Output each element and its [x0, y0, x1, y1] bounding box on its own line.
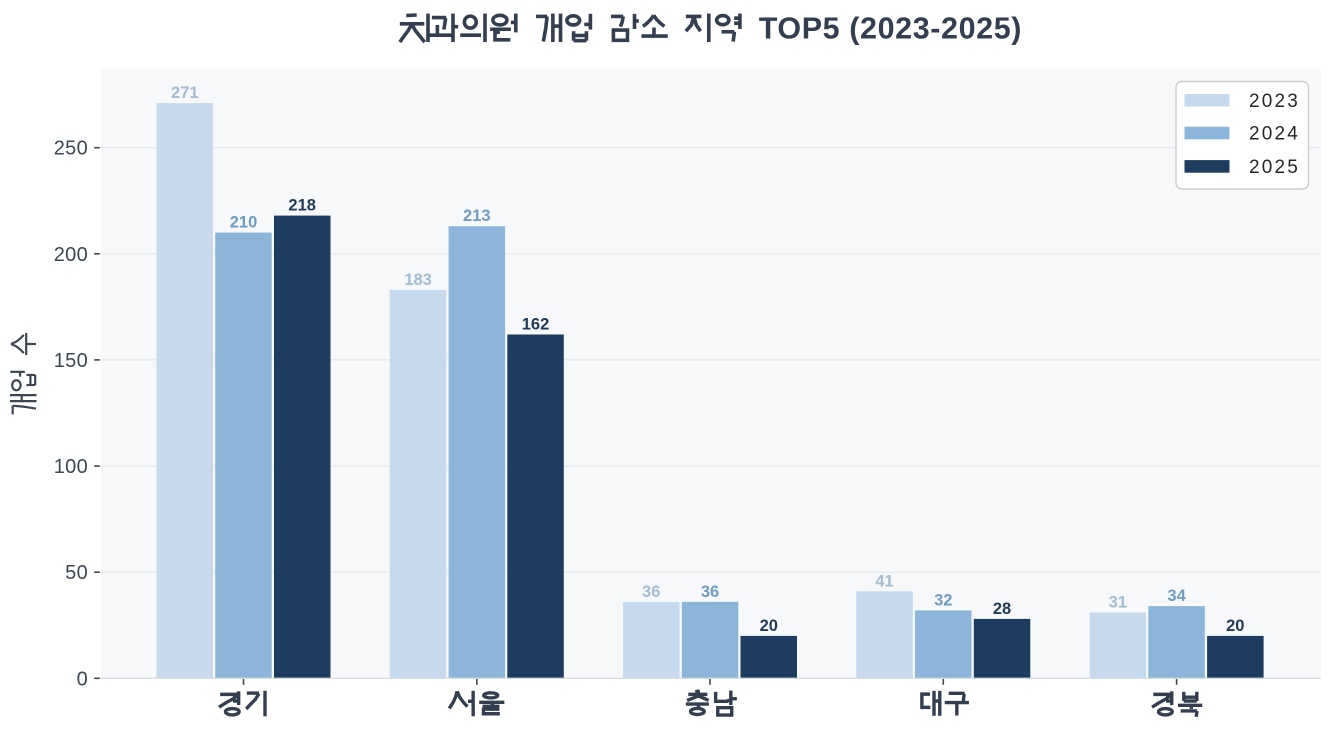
svg-text:TOP5 (2023-2025): TOP5 (2023-2025): [759, 11, 1022, 45]
svg-text:31: 31: [1109, 594, 1127, 612]
svg-text:32: 32: [934, 591, 952, 609]
svg-text:28: 28: [993, 600, 1011, 618]
svg-text:36: 36: [701, 583, 719, 601]
svg-text:183: 183: [404, 271, 432, 289]
svg-text:213: 213: [463, 207, 491, 225]
svg-text:2023: 2023: [1249, 91, 1300, 112]
svg-text:34: 34: [1167, 587, 1186, 605]
svg-text:200: 200: [54, 244, 88, 266]
svg-text:271: 271: [171, 84, 199, 102]
svg-text:250: 250: [54, 138, 88, 160]
svg-text:20: 20: [760, 617, 778, 635]
svg-text:36: 36: [642, 583, 660, 601]
svg-text:41: 41: [875, 572, 893, 590]
svg-text:162: 162: [522, 316, 550, 334]
svg-text:100: 100: [54, 456, 88, 478]
svg-text:210: 210: [230, 214, 258, 232]
svg-text:218: 218: [288, 197, 316, 215]
svg-text:2024: 2024: [1249, 124, 1300, 145]
svg-text:150: 150: [54, 350, 88, 372]
svg-text:50: 50: [65, 562, 88, 584]
svg-text:20: 20: [1226, 617, 1244, 635]
svg-text:2025: 2025: [1249, 157, 1300, 178]
svg-text:0: 0: [77, 668, 88, 690]
